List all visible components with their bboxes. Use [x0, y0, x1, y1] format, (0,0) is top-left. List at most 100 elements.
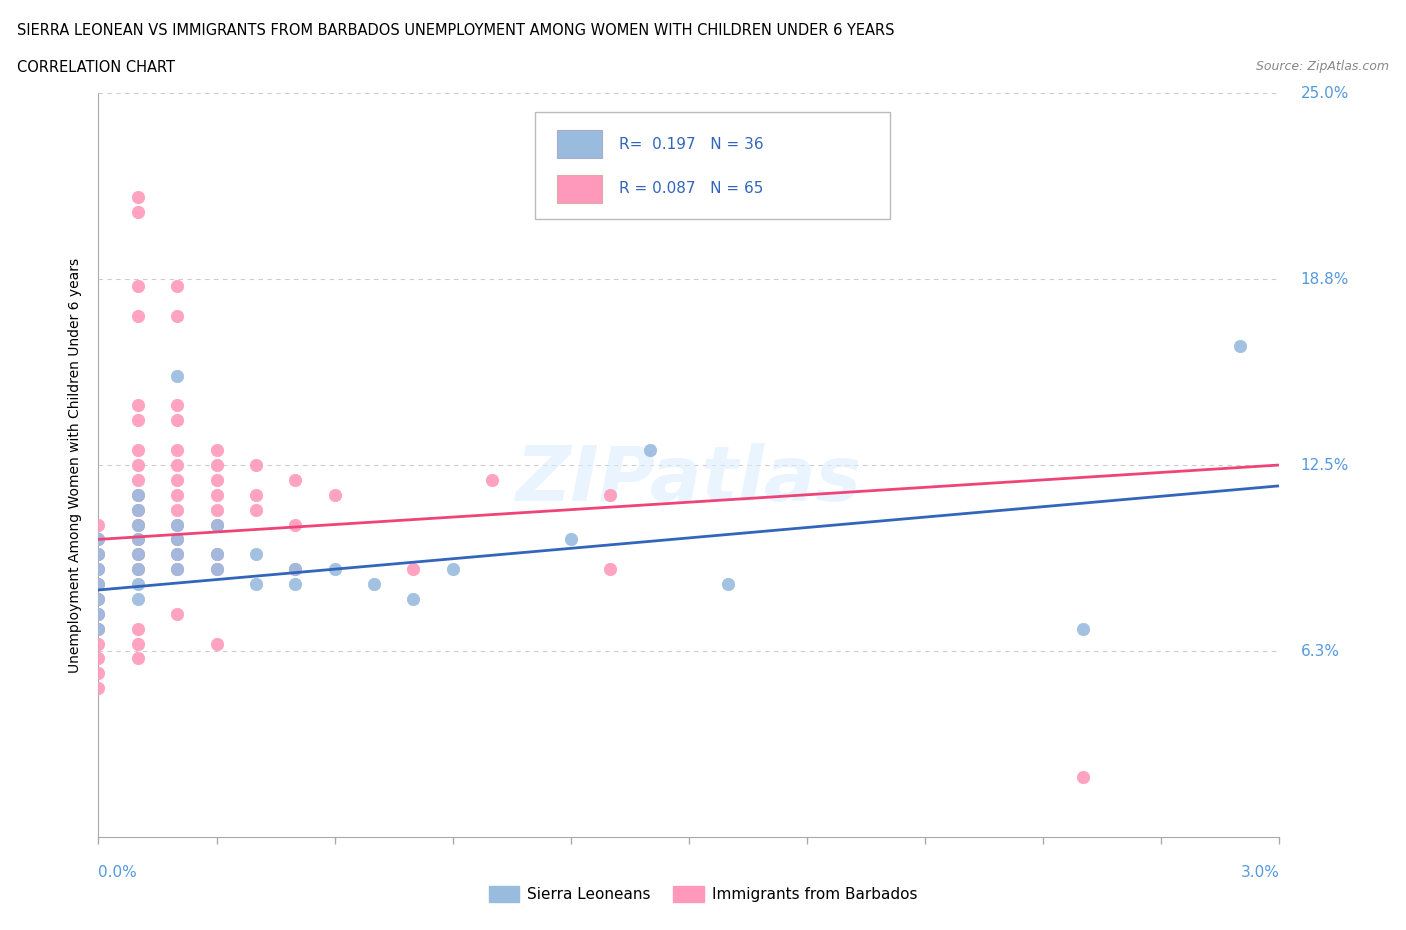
- Point: [166, 532, 188, 547]
- Point: [87, 591, 110, 606]
- Point: [560, 532, 582, 547]
- Point: [127, 443, 149, 458]
- Point: [166, 547, 188, 562]
- Point: [127, 487, 149, 502]
- Point: [205, 517, 228, 532]
- FancyBboxPatch shape: [536, 112, 890, 219]
- Point: [245, 547, 267, 562]
- Point: [166, 487, 188, 502]
- Text: 3.0%: 3.0%: [1240, 865, 1279, 880]
- Point: [127, 413, 149, 428]
- Point: [127, 487, 149, 502]
- Text: ZIPatlas: ZIPatlas: [516, 443, 862, 517]
- Point: [127, 562, 149, 577]
- Point: [87, 621, 110, 636]
- Point: [127, 458, 149, 472]
- Point: [166, 458, 188, 472]
- Point: [166, 309, 188, 324]
- Point: [166, 606, 188, 621]
- Point: [205, 458, 228, 472]
- Point: [87, 577, 110, 591]
- Point: [205, 443, 228, 458]
- Point: [166, 413, 188, 428]
- Point: [166, 502, 188, 517]
- Point: [127, 190, 149, 205]
- Point: [402, 591, 425, 606]
- Point: [284, 517, 307, 532]
- Point: [87, 606, 110, 621]
- Point: [87, 517, 110, 532]
- Point: [284, 577, 307, 591]
- Point: [284, 562, 307, 577]
- Point: [87, 577, 110, 591]
- Point: [87, 681, 110, 696]
- Point: [127, 577, 149, 591]
- Point: [205, 517, 228, 532]
- Point: [323, 562, 346, 577]
- Point: [87, 666, 110, 681]
- Text: R = 0.087   N = 65: R = 0.087 N = 65: [619, 181, 763, 196]
- Point: [638, 443, 661, 458]
- Point: [127, 472, 149, 487]
- Point: [87, 651, 110, 666]
- Point: [127, 547, 149, 562]
- Point: [205, 547, 228, 562]
- Point: [205, 562, 228, 577]
- Point: [87, 591, 110, 606]
- Point: [205, 472, 228, 487]
- Point: [205, 502, 228, 517]
- Point: [245, 502, 267, 517]
- Text: CORRELATION CHART: CORRELATION CHART: [17, 60, 174, 75]
- Point: [87, 621, 110, 636]
- Point: [127, 398, 149, 413]
- Point: [481, 472, 503, 487]
- Legend: Sierra Leoneans, Immigrants from Barbados: Sierra Leoneans, Immigrants from Barbado…: [482, 880, 924, 909]
- Point: [166, 517, 188, 532]
- Point: [127, 532, 149, 547]
- Point: [1071, 770, 1094, 785]
- Point: [87, 562, 110, 577]
- Point: [87, 636, 110, 651]
- Point: [1229, 339, 1251, 353]
- Point: [205, 547, 228, 562]
- Point: [166, 547, 188, 562]
- Text: 25.0%: 25.0%: [1301, 86, 1348, 100]
- Point: [166, 532, 188, 547]
- Text: 6.3%: 6.3%: [1301, 644, 1340, 658]
- Text: Source: ZipAtlas.com: Source: ZipAtlas.com: [1256, 60, 1389, 73]
- Point: [205, 636, 228, 651]
- Point: [127, 205, 149, 219]
- Point: [441, 562, 464, 577]
- Point: [717, 577, 740, 591]
- Point: [127, 279, 149, 294]
- Point: [166, 472, 188, 487]
- Point: [127, 651, 149, 666]
- Text: 0.0%: 0.0%: [98, 865, 138, 880]
- Point: [166, 279, 188, 294]
- Point: [127, 636, 149, 651]
- Point: [127, 532, 149, 547]
- Point: [87, 547, 110, 562]
- Point: [166, 517, 188, 532]
- Point: [127, 591, 149, 606]
- Point: [127, 517, 149, 532]
- Text: SIERRA LEONEAN VS IMMIGRANTS FROM BARBADOS UNEMPLOYMENT AMONG WOMEN WITH CHILDRE: SIERRA LEONEAN VS IMMIGRANTS FROM BARBAD…: [17, 23, 894, 38]
- FancyBboxPatch shape: [557, 175, 602, 203]
- Point: [166, 443, 188, 458]
- Point: [245, 458, 267, 472]
- Point: [166, 398, 188, 413]
- Text: 18.8%: 18.8%: [1301, 272, 1348, 286]
- Point: [323, 487, 346, 502]
- Text: R=  0.197   N = 36: R= 0.197 N = 36: [619, 137, 763, 152]
- Point: [205, 562, 228, 577]
- Point: [87, 532, 110, 547]
- Point: [245, 487, 267, 502]
- Point: [284, 472, 307, 487]
- Point: [127, 562, 149, 577]
- Point: [245, 577, 267, 591]
- Point: [87, 547, 110, 562]
- Point: [87, 562, 110, 577]
- Text: 12.5%: 12.5%: [1301, 458, 1348, 472]
- Point: [166, 562, 188, 577]
- Point: [127, 309, 149, 324]
